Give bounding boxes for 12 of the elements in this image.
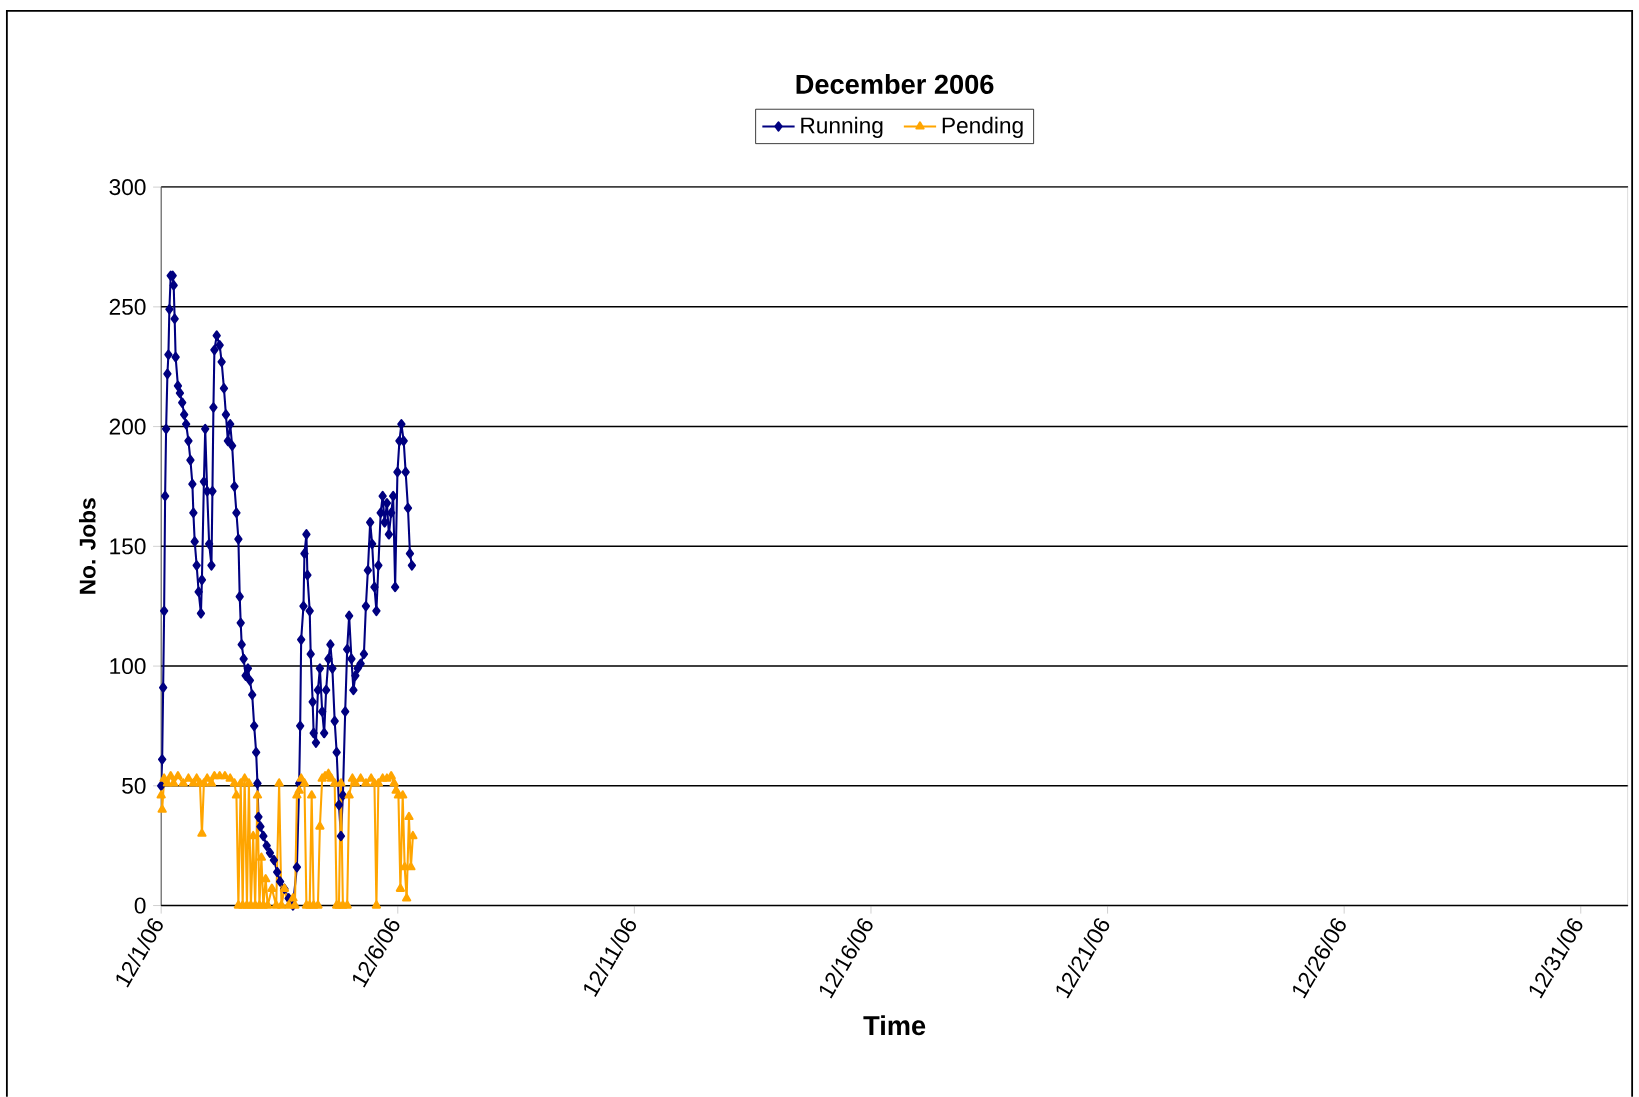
x-axis-title: Time [863,1015,926,1036]
legend-label: Pending [942,116,1023,139]
y-tick-label: 300 [109,179,146,196]
y-tick-label: 50 [122,777,146,794]
y-axis-title: No. Jobs [78,498,96,594]
y-tick-label: 150 [110,538,146,555]
chart-title: December 2006 [796,74,994,95]
y-tick-label: 250 [109,298,146,315]
y-tick-label: 200 [109,418,146,435]
y-tick-label: 0 [134,897,146,914]
legend-label: Running [801,116,883,139]
y-tick-label: 100 [110,658,146,675]
